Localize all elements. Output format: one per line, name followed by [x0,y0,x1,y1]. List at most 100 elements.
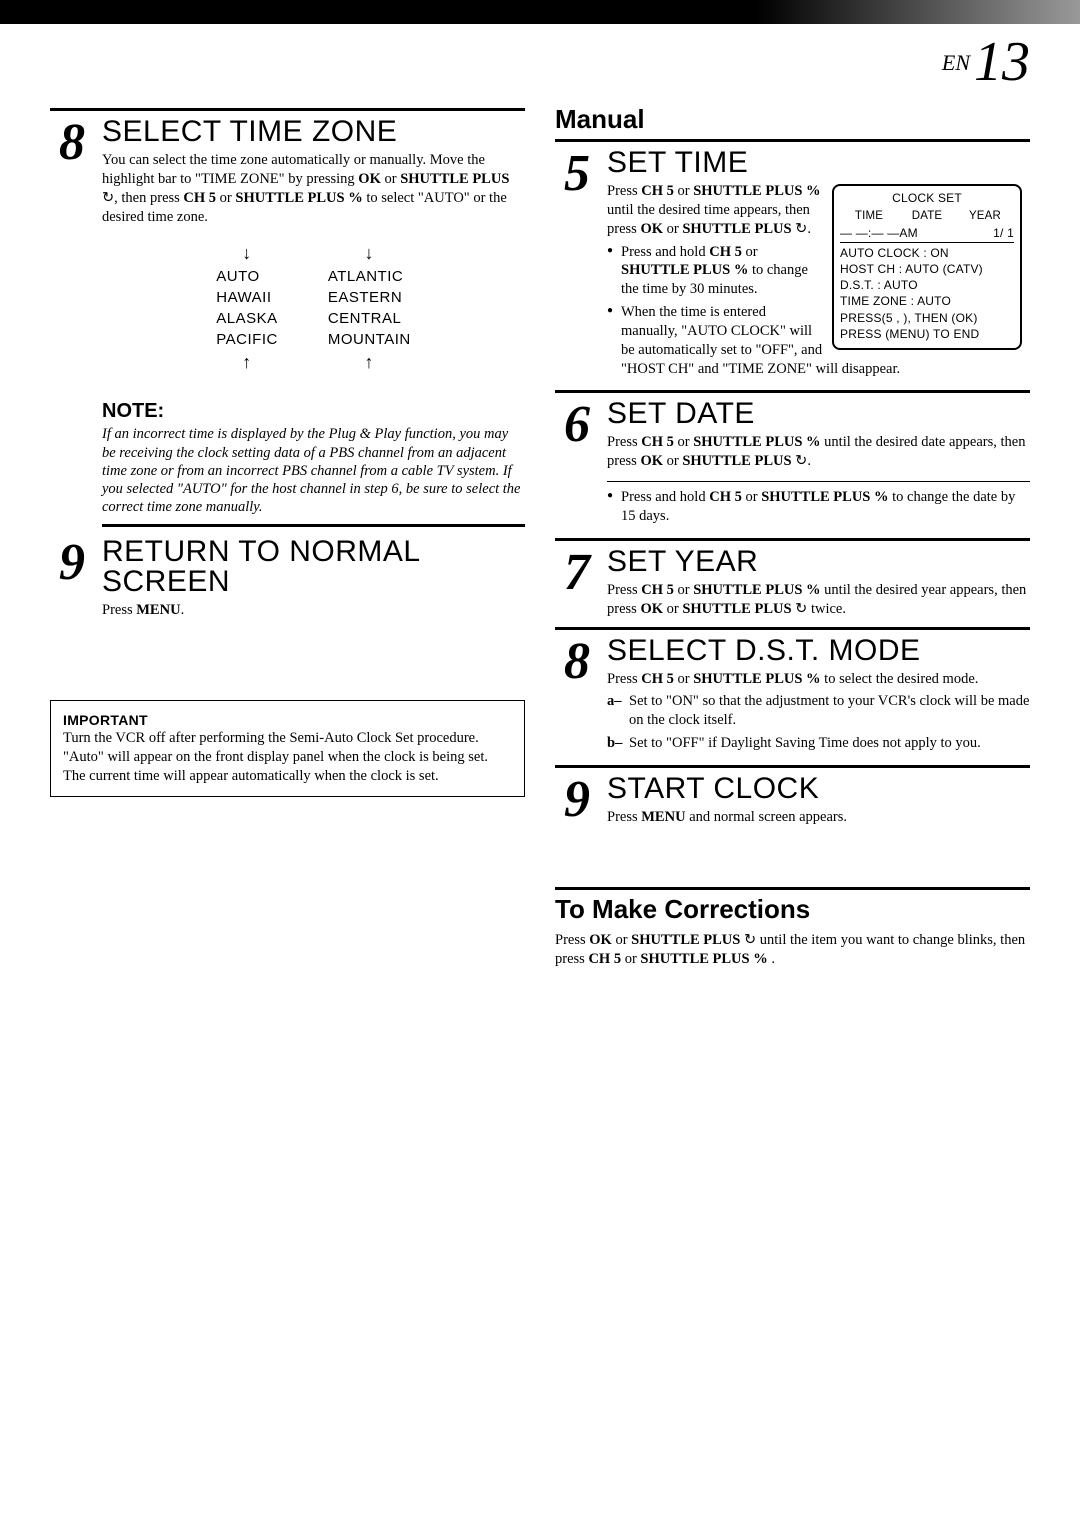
step-number: 8 [50,117,94,386]
divider [555,390,1030,393]
tz-cell: MOUNTAIN [304,330,435,349]
key-ok: OK [358,171,381,187]
osd-title: CLOCK SET [840,190,1014,206]
page-number: EN13 [942,30,1030,94]
key-shuttle: SHUTTLE PLUS [631,932,740,948]
key-shuttle: SHUTTLE PLUS % [693,183,820,199]
text: or [742,244,758,260]
note-text: If an incorrect time is displayed by the… [102,425,525,527]
section-title: RETURN TO NORMAL SCREEN [102,537,525,597]
body-text: You can select the time zone automatical… [102,151,525,226]
bullet-list: Press and hold CH 5 or SHUTTLE PLUS % to… [607,488,1030,526]
step-number: 9 [555,774,599,827]
list-item: Press and hold CH 5 or SHUTTLE PLUS % to… [607,243,1022,300]
text: or [674,671,693,687]
key-ch: CH 5 [588,951,621,967]
text: . [181,602,185,618]
body-text: Press MENU and normal screen appears. [607,808,1030,827]
text: Press [607,434,641,450]
osd-col: YEAR [956,209,1014,225]
text: or [663,221,682,237]
list-item: When the time is entered manually, "AUTO… [607,303,1022,378]
marker: b– [607,734,622,753]
arrow-down-icon: ↓ [192,242,302,265]
section-title: SELECT D.S.T. MODE [607,636,1030,666]
text: Press [102,602,136,618]
list-item: a–Set to "ON" so that the adjustment to … [607,692,1030,730]
important-heading: IMPORTANT [63,711,512,729]
key-ch: CH 5 [641,582,674,598]
divider [555,627,1030,630]
key-shuttle: SHUTTLE PLUS % [621,262,748,278]
corrections-title: To Make Corrections [555,887,1030,925]
osd-col: DATE [898,209,956,225]
key-menu: MENU [136,602,180,618]
step-number: 9 [50,537,94,620]
text: or [612,932,631,948]
step-number: 8 [555,636,599,757]
text: or [674,183,693,199]
letter-list: a–Set to "ON" so that the adjustment to … [607,692,1030,753]
step-8-left: 8 SELECT TIME ZONE You can select the ti… [50,117,525,386]
tz-cell: HAWAII [192,288,302,307]
key-shuttle: SHUTTLE PLUS % [693,582,820,598]
tz-cell: PACIFIC [192,330,302,349]
section-title: START CLOCK [607,774,1030,804]
divider [555,538,1030,541]
note-block: NOTE: If an incorrect time is displayed … [50,400,525,527]
osd-row: — —:— —AM 1/ 1 [840,225,1014,243]
arrow-up-icon: ↑ [304,351,435,374]
key-ch: CH 5 [709,489,742,505]
text: Press [607,671,641,687]
important-box: IMPORTANT Turn the VCR off after perform… [50,700,525,797]
body-text: Press CH 5 or SHUTTLE PLUS % to select t… [607,670,1030,689]
text: . [768,951,775,967]
key-shuttle: SHUTTLE PLUS [682,601,791,617]
right-column: Manual 5 SET TIME CLOCK SET TIME DATE YE… [555,104,1030,968]
note-heading: NOTE: [102,400,525,423]
text: or [663,601,682,617]
osd-col: TIME [840,209,898,225]
step-6: 6 SET DATE Press CH 5 or SHUTTLE PLUS % … [555,399,1030,529]
key-ch: CH 5 [183,190,216,206]
important-body: Turn the VCR off after performing the Se… [63,729,512,786]
section-title: SET DATE [607,399,1030,429]
key-ok: OK [589,932,612,948]
divider [555,765,1030,768]
key-shuttle: SHUTTLE PLUS % [235,190,362,206]
step-8-right: 8 SELECT D.S.T. MODE Press CH 5 or SHUTT… [555,636,1030,757]
key-ch: CH 5 [641,434,674,450]
tz-cell: EASTERN [304,288,435,307]
key-shuttle: SHUTTLE PLUS % [693,434,820,450]
tz-cell: CENTRAL [304,309,435,328]
body-text: Press MENU. [102,601,525,620]
tz-cell: ATLANTIC [304,267,435,286]
bullet-list: Press and hold CH 5 or SHUTTLE PLUS % to… [607,243,1022,379]
header-bar [0,0,1080,24]
content: 8 SELECT TIME ZONE You can select the ti… [0,24,1080,998]
text: Set to "OFF" if Daylight Saving Time doe… [629,735,981,751]
text: or [216,190,235,206]
key-ok: OK [640,601,663,617]
list-item: b– Set to "OFF" if Daylight Saving Time d… [607,734,1030,753]
osd-val: 1/ 1 [993,225,1014,241]
key-ch: CH 5 [641,671,674,687]
divider [607,481,1030,482]
arrow-up-icon: ↑ [192,351,302,374]
key-ch: CH 5 [709,244,742,260]
list-item: Press and hold CH 5 or SHUTTLE PLUS % to… [607,488,1030,526]
key-shuttle: SHUTTLE PLUS % [693,671,820,687]
step-9-right: 9 START CLOCK Press MENU and normal scre… [555,774,1030,827]
key-ch: CH 5 [641,183,674,199]
page-lang: EN [942,50,970,75]
text: or [674,434,693,450]
key-shuttle: SHUTTLE PLUS [400,171,509,187]
osd-val: — —:— —AM [840,225,918,241]
text: Press [607,809,641,825]
text: ↻. [792,453,811,469]
text: Press and hold [621,244,709,260]
page-num: 13 [974,31,1030,93]
divider [555,139,1030,142]
marker: a– [607,692,622,711]
text: or [742,489,761,505]
